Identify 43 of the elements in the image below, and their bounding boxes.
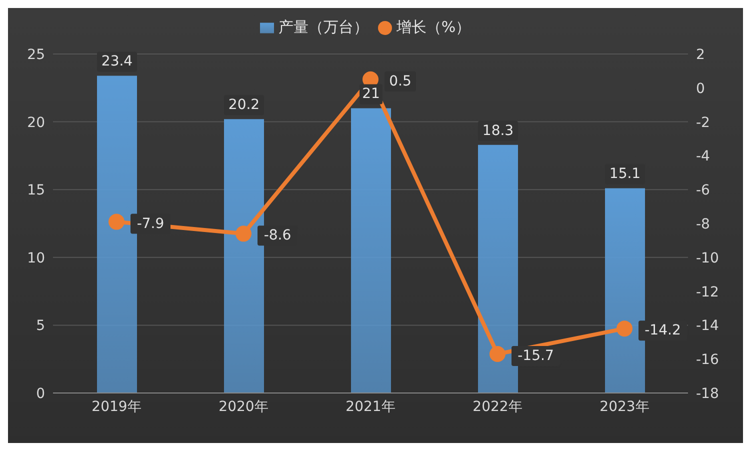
y2-tick-label: 2 — [696, 46, 705, 63]
x-tick-label: 2019年 — [92, 398, 142, 415]
x-tick-label: 2020年 — [218, 398, 268, 415]
y2-tick-label: 0 — [696, 80, 705, 97]
legend-label: 产量（万台） — [278, 18, 368, 36]
y2-tick-label: -14 — [696, 318, 719, 334]
data-label: 20.2 — [228, 97, 260, 114]
bar — [478, 144, 518, 393]
y-tick-label: 5 — [36, 318, 45, 334]
y-tick-label: 25 — [27, 46, 45, 63]
point — [236, 226, 252, 242]
data-label: -8.6 — [264, 228, 292, 244]
x-tick-label: 2021年 — [346, 398, 396, 415]
x-tick-label: 2022年 — [472, 398, 522, 415]
x-tick-label: 2023年 — [600, 398, 650, 415]
data-label: 18.3 — [482, 122, 514, 139]
y2-tick-label: -4 — [696, 148, 710, 165]
y-tick-label: 15 — [27, 182, 45, 199]
data-label: -15.7 — [518, 348, 554, 364]
data-label: -7.9 — [136, 216, 164, 232]
bar — [97, 76, 137, 393]
legend-label: 增长（%） — [396, 18, 471, 36]
data-label: 21 — [362, 86, 380, 102]
y2-tick-label: -8 — [696, 216, 710, 232]
bar — [224, 119, 264, 393]
y2-tick-label: -2 — [696, 114, 710, 131]
point — [616, 320, 632, 337]
y2-tick-label: -18 — [696, 386, 719, 402]
data-label: 15.1 — [609, 166, 641, 182]
y-tick-label: 10 — [27, 250, 45, 266]
point — [490, 346, 506, 362]
bar — [351, 108, 391, 393]
data-label: 0.5 — [389, 73, 412, 90]
y2-tick-label: -10 — [696, 250, 719, 266]
data-label: 23.4 — [101, 54, 133, 70]
bar — [605, 188, 645, 393]
data-label: -14.2 — [644, 322, 681, 339]
y2-tick-label: -6 — [696, 182, 710, 199]
point — [108, 214, 124, 230]
y-tick-label: 0 — [36, 386, 45, 402]
y2-tick-label: -12 — [696, 284, 719, 300]
y-tick-label: 20 — [27, 114, 45, 131]
y2-tick-label: -16 — [696, 352, 719, 368]
